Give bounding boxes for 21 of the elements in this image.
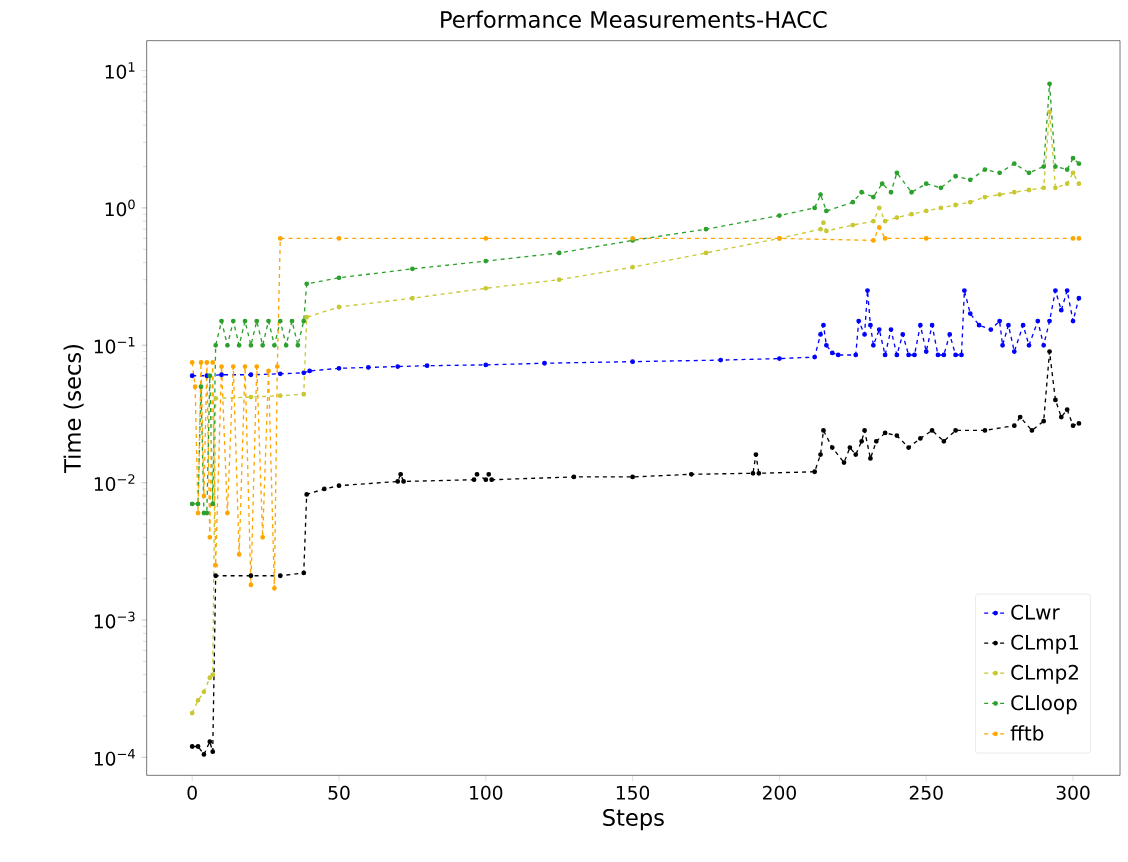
legend-label: CLloop — [1011, 694, 1077, 715]
x-tick-label: 300 — [1056, 785, 1090, 800]
legend-label: CLmp2 — [1011, 664, 1078, 684]
legend-label: fftb — [1010, 725, 1044, 741]
legend-label: CLwr — [1011, 604, 1060, 620]
x-tick-label: 150 — [616, 785, 650, 800]
y-tick-label: 10$^{−1}$ — [94, 336, 135, 354]
x-tick-label: 50 — [328, 785, 350, 800]
x-tick-label: 100 — [470, 785, 503, 800]
y-tick-label: 10$^{0}$ — [105, 199, 135, 217]
x-tick-label: 0 — [187, 785, 197, 800]
y-tick-label: 10$^{−3}$ — [94, 611, 135, 629]
y-tick-label: 10$^{−2}$ — [94, 474, 135, 492]
x-tick-label: 250 — [909, 785, 943, 800]
chart-title: Performance Measurements-HACC — [441, 10, 827, 28]
y-axis-title: Time (secs) — [63, 344, 84, 474]
y-tick-label: 10$^{−4}$ — [94, 749, 135, 766]
x-tick-label: 200 — [763, 785, 796, 800]
legend-label: CLmp1 — [1011, 634, 1079, 654]
x-axis-title: Steps — [603, 808, 664, 831]
y-tick-label: 10$^{1}$ — [105, 62, 135, 79]
